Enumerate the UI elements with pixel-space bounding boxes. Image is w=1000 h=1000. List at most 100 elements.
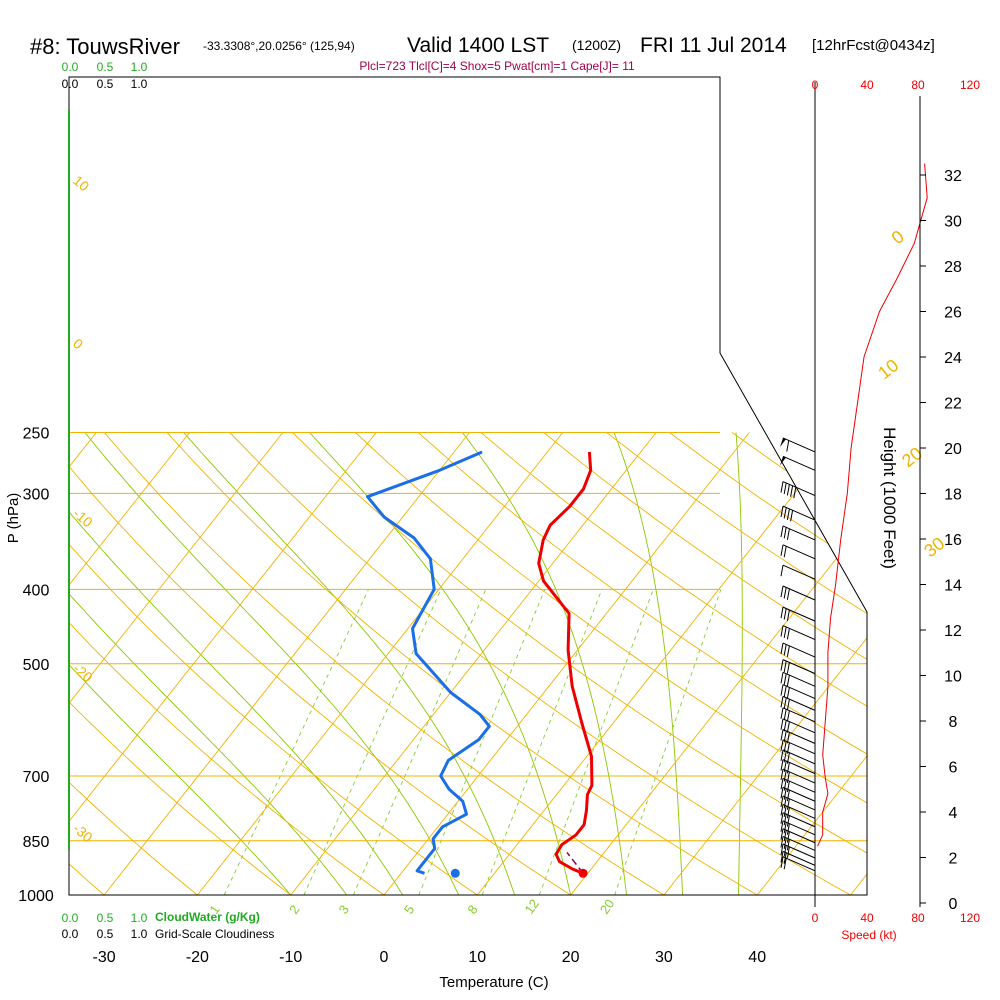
zulu-time: (1200Z): [572, 37, 621, 53]
cloudiness-scale-bottom: 0.5: [97, 927, 114, 941]
mixing-ratio-line: [418, 589, 546, 895]
pressure-tick-label: 400: [23, 582, 50, 599]
height-tick-label: 18: [944, 487, 962, 504]
wind-barb: [780, 437, 816, 453]
wind-barb: [780, 786, 816, 802]
height-tick-label: 0: [949, 896, 958, 913]
forecast-date: FRI 11 Jul 2014: [640, 34, 787, 57]
mixing-ratio-lines: [223, 589, 722, 895]
dry-adiabat-label: -30: [70, 820, 96, 845]
height-tick-label: 28: [944, 259, 962, 276]
wind-barb: [780, 642, 816, 658]
wind-barbs: [780, 437, 816, 872]
x-tick-label: 20: [562, 949, 580, 966]
x-tick-label: 10: [468, 949, 486, 966]
dry-adiabats: [69, 432, 1000, 896]
height-tick-label: 32: [944, 168, 962, 185]
moist-adiabat: [69, 432, 348, 895]
height-tick-label: 6: [949, 760, 958, 777]
moist-adiabats: [69, 432, 743, 895]
speed-tick-bottom: 80: [911, 911, 925, 925]
dry-adiabat: [480, 432, 867, 895]
height-tick-label: 14: [944, 578, 962, 595]
pressure-tick-label: 250: [23, 426, 50, 443]
wind-barb: [780, 843, 816, 859]
mixing-ratio-line: [352, 589, 487, 895]
height-tick-label: 22: [944, 396, 962, 413]
wind-barb: [780, 718, 816, 734]
x-tick-label: -10: [279, 949, 302, 966]
height-tick-label: 8: [949, 714, 958, 731]
wind-barb: [780, 455, 816, 471]
surface-dewpoint-dot: [450, 868, 460, 878]
wind-barb: [780, 695, 816, 711]
wind-speed-line: [817, 163, 928, 847]
speed-tick-top: 80: [911, 78, 925, 92]
x-tick-label: 0: [380, 949, 389, 966]
wind-barb: [780, 707, 816, 723]
height-tick-label: 24: [944, 350, 962, 367]
height-tick-label: 16: [944, 532, 962, 549]
cloud-scales: 0.0 0.5 1.0 0.0 0.5 1.0 0.0 0.5 1.0 0.0 0.5 1.0: [62, 60, 148, 941]
cloudwater-scale-bottom: 1.0: [131, 911, 148, 925]
speed-tick-bottom: 40: [860, 911, 874, 925]
height-tick-label: 30: [944, 214, 962, 231]
moist-adiabat: [613, 432, 684, 895]
x-axis-ticks: -30 -20 -10 0 10 20 30 40: [93, 949, 767, 966]
isotherm-line: [0, 433, 3, 895]
speed-axis-label: Speed (kt): [841, 928, 896, 942]
mixing-ratio-label: 3: [336, 902, 352, 917]
dry-adiabat-label: -10: [70, 505, 96, 530]
cloudwater-scale-top: 0.0: [62, 60, 79, 74]
x-tick-label: -20: [186, 949, 209, 966]
wind-barb: [780, 525, 816, 541]
x-tick-label: -30: [93, 949, 116, 966]
dry-adiabat: [983, 433, 1000, 896]
wind-barb: [780, 795, 816, 811]
wind-barb: [780, 625, 816, 641]
forecast-run: [12hrFcst@0434z]: [812, 37, 935, 54]
isotherm-label: 20: [898, 443, 926, 471]
wind-barb: [780, 820, 816, 836]
station-title: #8: TouwsRiver: [30, 34, 180, 59]
mixing-ratio-line: [223, 589, 369, 895]
y-axis-label: P (hPa): [5, 493, 22, 544]
isotherm-line: [756, 432, 867, 895]
cloudiness-scale-top: 0.5: [97, 77, 114, 91]
wind-barb: [780, 505, 816, 522]
isotherm-label: 0: [888, 226, 908, 248]
cloudwater-scale-top: 0.5: [97, 60, 114, 74]
moist-adiabat: [735, 432, 743, 895]
dry-adiabat: [857, 432, 867, 895]
moist-adiabat: [69, 432, 292, 895]
wind-barb: [780, 804, 816, 819]
dry-adiabat: [355, 432, 867, 895]
mixing-ratio-label: 2: [286, 902, 302, 917]
height-tick-label: 12: [944, 623, 962, 640]
moist-adiabat: [183, 432, 516, 895]
stability-indices: Plcl=723 Tlcl[C]=4 Shox=5 Pwat[cm]=1 Cap…: [359, 59, 635, 73]
height-tick-label: 20: [944, 441, 962, 458]
cloudiness-scale-top: 1.0: [131, 77, 148, 91]
pressure-tick-label: 700: [23, 769, 50, 786]
x-tick-label: 40: [748, 949, 766, 966]
isotherm-label: 10: [874, 355, 902, 383]
dry-adiabat: [606, 432, 867, 895]
dry-adiabat: [69, 432, 571, 895]
station-coords: -33.3308°,20.0256° (125,94): [203, 39, 355, 53]
dry-adiabat: [166, 432, 758, 895]
wind-barb: [780, 812, 816, 828]
mixing-ratio-label: 12: [521, 896, 542, 916]
valid-time: Valid 1400 LST: [407, 34, 549, 57]
pressure-tick-label: 300: [23, 486, 50, 503]
dry-adiabat: [292, 432, 867, 895]
dry-adiabat: [543, 432, 867, 895]
wind-speed-panel: 0 40 80 1200 40 80 120: [812, 78, 981, 925]
x-axis-label: Temperature (C): [439, 974, 548, 991]
height-tick-label: 4: [949, 805, 958, 822]
dry-adiabat: [69, 432, 291, 895]
isotherm-line: [69, 432, 190, 895]
